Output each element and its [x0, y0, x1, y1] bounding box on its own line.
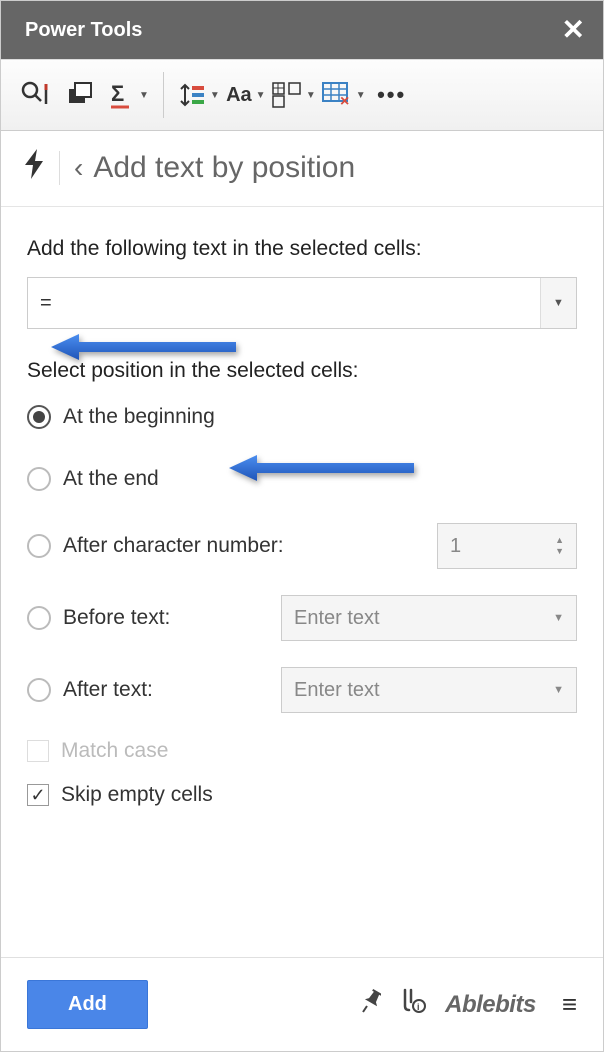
radio-after-text[interactable]: [27, 678, 51, 702]
add-button[interactable]: Add: [27, 980, 148, 1029]
menu-icon[interactable]: ≡: [562, 989, 577, 1020]
chevron-down-icon[interactable]: ▼: [553, 684, 564, 696]
more-icon[interactable]: •••: [372, 75, 412, 115]
radio-beginning-label[interactable]: At the beginning: [63, 405, 215, 429]
close-icon[interactable]: ✕: [562, 16, 585, 44]
chevron-down-icon: ▼: [139, 90, 149, 101]
chevron-down-icon: ▼: [256, 90, 266, 101]
before-text-placeholder: Enter text: [294, 607, 380, 630]
radio-after-char-row: After character number: 1 ▲▼: [27, 523, 577, 569]
radio-beginning[interactable]: [27, 405, 51, 429]
radio-before-text-row: Before text: Enter text ▼: [27, 595, 577, 641]
radio-after-text-label[interactable]: After text:: [63, 678, 153, 702]
after-text-placeholder: Enter text: [294, 679, 380, 702]
breadcrumb: ‹ Add text by position: [1, 131, 603, 207]
chevron-down-icon: ▼: [210, 90, 220, 101]
match-case-label[interactable]: Match case: [61, 739, 168, 763]
char-number-value: 1: [450, 535, 461, 558]
chevron-down-icon: ▼: [306, 90, 316, 101]
form-content: Add the following text in the selected c…: [1, 207, 603, 957]
clear-icon[interactable]: × ▼: [322, 75, 366, 115]
sum-icon[interactable]: Σ ▼: [107, 75, 149, 115]
split-icon[interactable]: ▼: [272, 75, 316, 115]
radio-after-char-label[interactable]: After character number:: [63, 534, 284, 558]
skip-empty-row: ✓ Skip empty cells: [27, 783, 577, 807]
after-text-input[interactable]: Enter text ▼: [281, 667, 577, 713]
text-input-value: =: [40, 292, 52, 315]
brand-label: Ablebits: [445, 991, 536, 1019]
radio-before-text-label[interactable]: Before text:: [63, 606, 170, 630]
skip-empty-label[interactable]: Skip empty cells: [61, 783, 213, 807]
number-spinner[interactable]: ▲▼: [555, 536, 564, 556]
text-input-dropdown[interactable]: ▼: [540, 278, 576, 328]
footer: Add i Ablebits ≡: [1, 957, 603, 1051]
radio-before-text[interactable]: [27, 606, 51, 630]
text-case-icon[interactable]: Aa ▼: [226, 75, 266, 115]
bolt-icon[interactable]: [25, 149, 45, 186]
toolbar: Σ ▼ ▼ Aa ▼ ▼ × ▼ •••: [1, 59, 603, 131]
toolbar-divider: [163, 72, 164, 118]
skip-empty-checkbox[interactable]: ✓: [27, 784, 49, 806]
svg-text:×: ×: [340, 93, 349, 108]
page-title: Add text by position: [93, 151, 355, 185]
radio-after-text-row: After text: Enter text ▼: [27, 667, 577, 713]
pin-icon[interactable]: [359, 988, 381, 1021]
radio-end[interactable]: [27, 467, 51, 491]
chevron-down-icon[interactable]: ▼: [553, 612, 564, 624]
sort-icon[interactable]: ▼: [178, 75, 220, 115]
radio-beginning-row: At the beginning: [27, 399, 577, 435]
svg-text:Σ: Σ: [111, 81, 124, 106]
app-title: Power Tools: [25, 19, 142, 42]
radio-end-label[interactable]: At the end: [63, 467, 159, 491]
chevron-down-icon: ▼: [356, 90, 366, 101]
add-text-label: Add the following text in the selected c…: [27, 237, 577, 261]
info-icon[interactable]: i: [399, 988, 427, 1021]
back-icon[interactable]: ‹: [74, 152, 83, 184]
dedupe-icon[interactable]: [61, 75, 101, 115]
position-label: Select position in the selected cells:: [27, 359, 577, 383]
radio-end-row: At the end: [27, 461, 577, 497]
search-tool-icon[interactable]: [15, 75, 55, 115]
titlebar: Power Tools ✕: [1, 1, 603, 59]
match-case-checkbox[interactable]: [27, 740, 49, 762]
svg-text:i: i: [417, 1002, 420, 1012]
match-case-row: Match case: [27, 739, 577, 763]
radio-after-char[interactable]: [27, 534, 51, 558]
char-number-input[interactable]: 1 ▲▼: [437, 523, 577, 569]
text-input[interactable]: = ▼: [27, 277, 577, 329]
before-text-input[interactable]: Enter text ▼: [281, 595, 577, 641]
breadcrumb-divider: [59, 151, 60, 185]
